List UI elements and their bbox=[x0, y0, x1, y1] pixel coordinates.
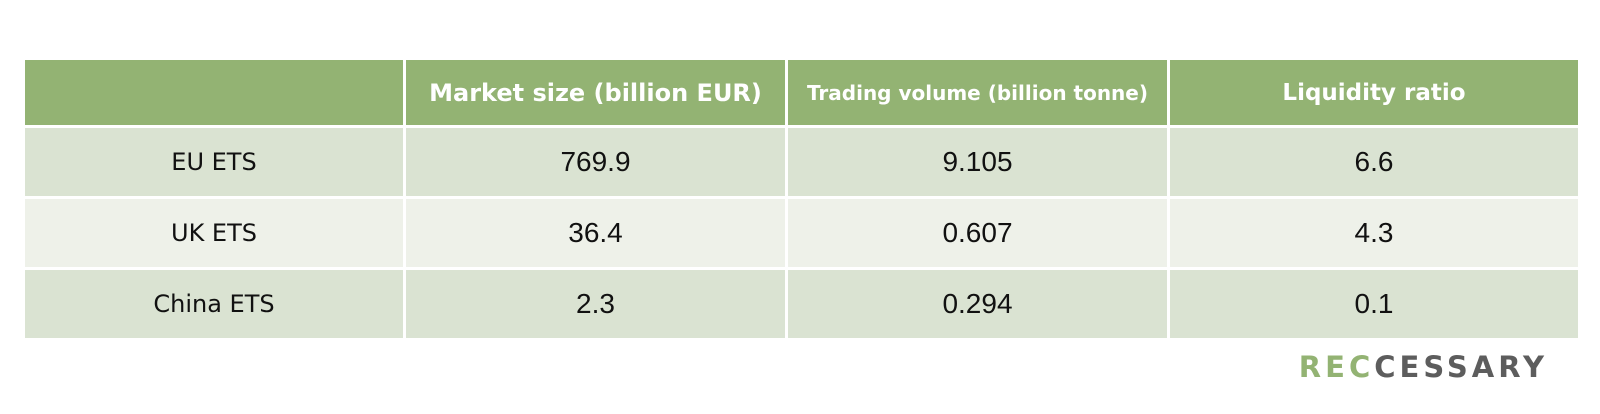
header-cell-liquidity-ratio: Liquidity ratio bbox=[1167, 57, 1581, 128]
market-size-cell: 769.9 bbox=[403, 125, 788, 199]
liquidity-ratio-cell: 4.3 bbox=[1167, 196, 1581, 270]
table-header-row: Market size (billion EUR) Trading volume… bbox=[22, 57, 1581, 128]
header-cell-market-size: Market size (billion EUR) bbox=[403, 57, 788, 128]
trading-volume-cell: 0.607 bbox=[785, 196, 1170, 270]
table-row: EU ETS 769.9 9.105 6.6 bbox=[22, 125, 1581, 199]
header-cell-trading-volume: Trading volume (billion tonne) bbox=[785, 57, 1170, 128]
liquidity-ratio-cell: 6.6 bbox=[1167, 125, 1581, 199]
table-row: China ETS 2.3 0.294 0.1 bbox=[22, 267, 1581, 341]
logo-part-gray: CESSARY bbox=[1374, 350, 1548, 384]
row-name-cell: China ETS bbox=[22, 267, 406, 341]
row-name-cell: EU ETS bbox=[22, 125, 406, 199]
row-name-cell: UK ETS bbox=[22, 196, 406, 270]
trading-volume-cell: 9.105 bbox=[785, 125, 1170, 199]
table-row: UK ETS 36.4 0.607 4.3 bbox=[22, 196, 1581, 270]
logo-part-green: REC bbox=[1298, 350, 1375, 384]
ets-comparison-table: Market size (billion EUR) Trading volume… bbox=[22, 57, 1581, 341]
header-cell-empty bbox=[22, 57, 406, 128]
liquidity-ratio-cell: 0.1 bbox=[1167, 267, 1581, 341]
market-size-cell: 36.4 bbox=[403, 196, 788, 270]
reccessary-logo: RECCESSARY bbox=[1299, 350, 1548, 384]
trading-volume-cell: 0.294 bbox=[785, 267, 1170, 341]
market-size-cell: 2.3 bbox=[403, 267, 788, 341]
